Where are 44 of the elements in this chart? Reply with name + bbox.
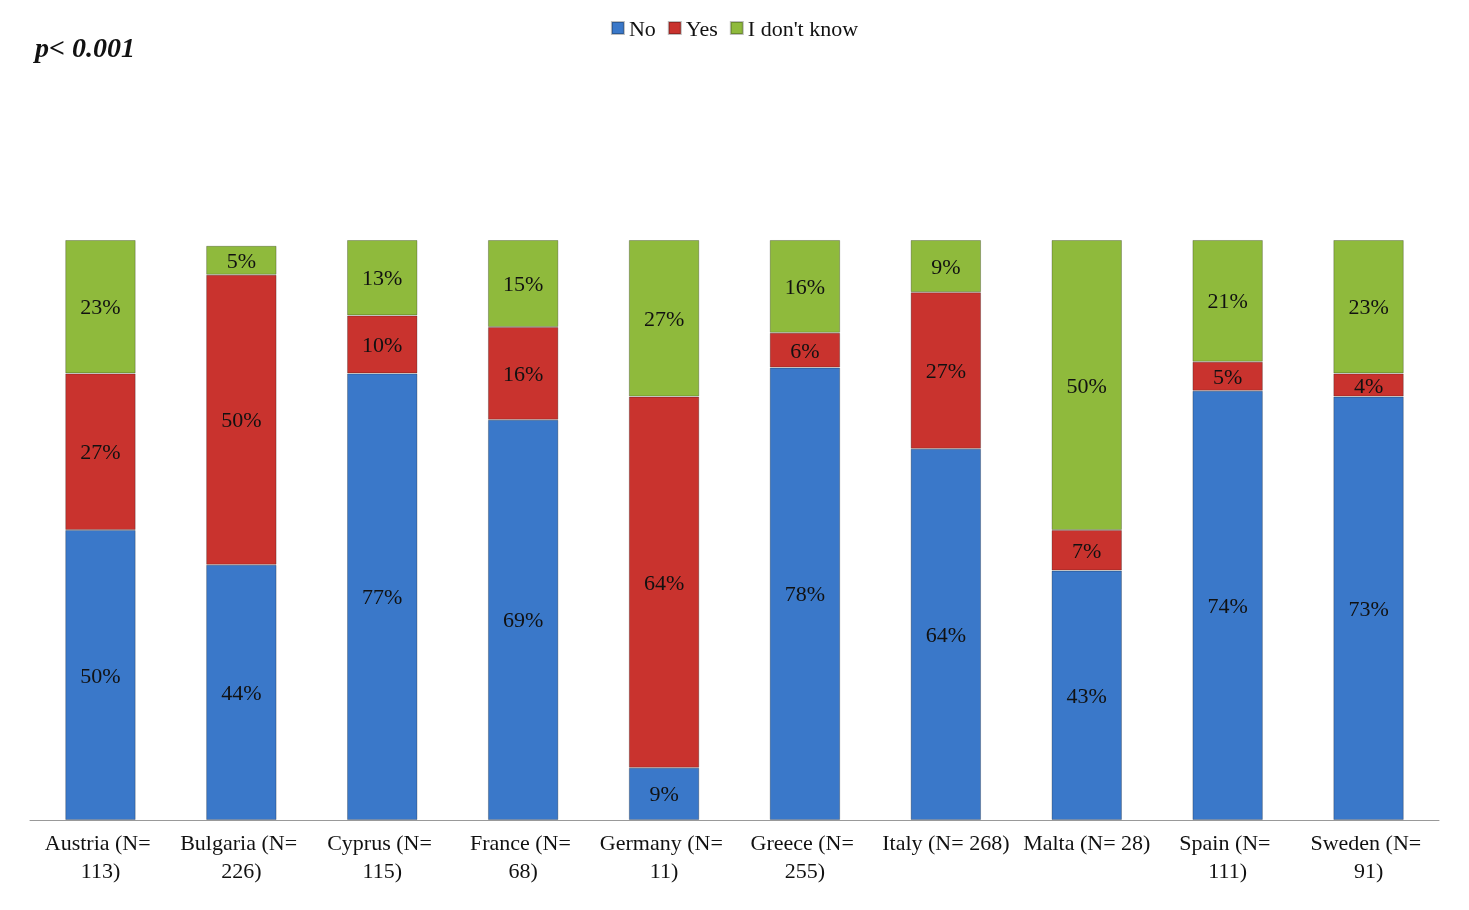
data-label: 43%: [1066, 682, 1107, 708]
x-tick-label: Malta (N= 28): [1023, 829, 1151, 855]
x-tick-label: Greece (N= 255): [750, 829, 860, 883]
x-tick-label: France (N= 68): [469, 829, 577, 883]
data-label: 4%: [1353, 372, 1384, 398]
legend-label: No: [628, 15, 656, 41]
data-label: 27%: [925, 358, 967, 383]
x-tick-label: Austria (N= 113): [44, 829, 157, 883]
data-label: 64%: [643, 569, 685, 595]
data-label: 16%: [502, 360, 544, 386]
data-label: 44%: [221, 679, 262, 705]
chart-title: p< 0.001: [33, 31, 135, 63]
x-tick-label: Germany (N= 11): [599, 829, 729, 883]
data-label: 6%: [790, 337, 820, 363]
x-tick-label: Cyprus (N= 115): [327, 829, 438, 883]
data-label: 9%: [649, 781, 679, 807]
x-tick-label: Spain (N= 111): [1179, 829, 1277, 883]
data-label: 78%: [784, 581, 826, 607]
data-label: 13%: [362, 265, 403, 291]
data-label: 27%: [643, 305, 685, 331]
data-label: 50%: [1066, 372, 1107, 398]
data-label: 5%: [226, 247, 257, 273]
legend-label: Yes: [685, 15, 718, 41]
data-label: 74%: [1207, 592, 1248, 618]
data-label: 10%: [362, 331, 403, 357]
legend-label: I don't know: [747, 15, 859, 41]
data-label: 7%: [1072, 537, 1102, 563]
data-label: 23%: [80, 294, 121, 320]
data-label: 16%: [784, 273, 826, 299]
x-tick-label: Bulgaria (N= 226): [180, 829, 303, 883]
data-label: 9%: [931, 253, 961, 279]
data-label: 23%: [1348, 294, 1389, 320]
data-label: 64%: [925, 621, 967, 647]
data-label: 50%: [221, 407, 262, 433]
data-label: 15%: [502, 271, 544, 296]
data-label: 21%: [1207, 288, 1248, 314]
x-tick-label: Sweden (N= 91): [1310, 829, 1427, 883]
data-label: 73%: [1348, 595, 1389, 621]
data-label: 5%: [1212, 363, 1243, 389]
data-label: 69%: [502, 607, 544, 633]
data-label: 50%: [80, 662, 121, 688]
data-label: 27%: [80, 439, 121, 465]
x-tick-label: Italy (N= 268): [882, 829, 1010, 855]
data-label: 77%: [362, 584, 403, 610]
